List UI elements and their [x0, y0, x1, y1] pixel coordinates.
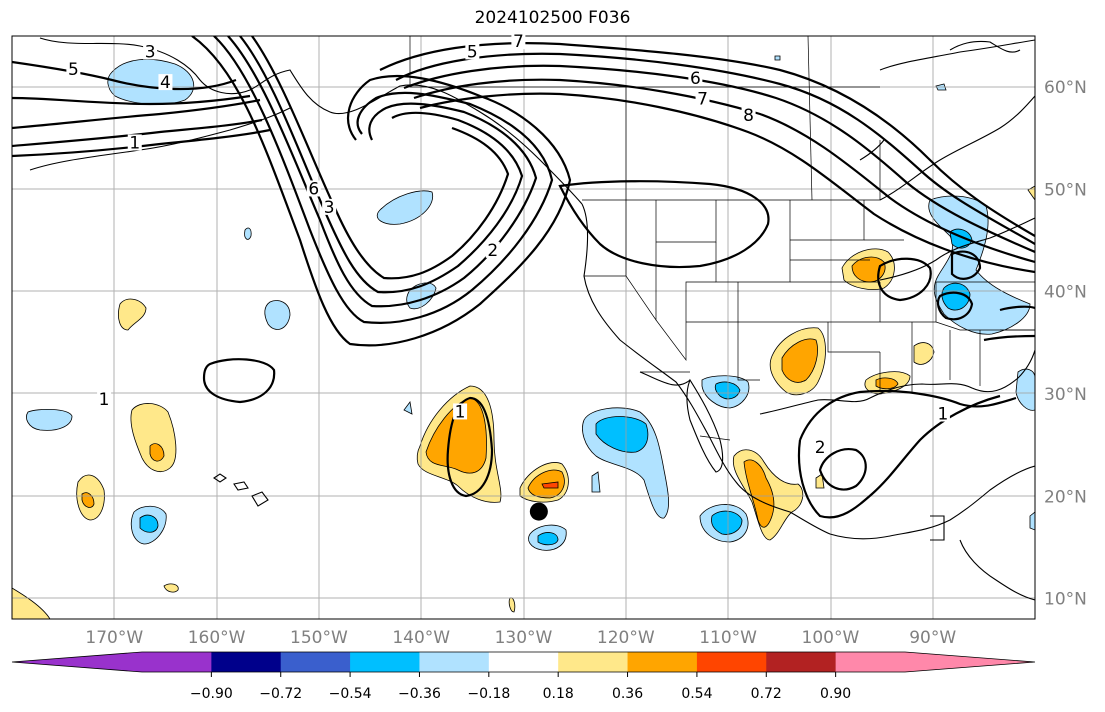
colorbar-bin	[419, 652, 490, 672]
contour-label: 2	[487, 241, 498, 261]
contour-label-bg	[158, 74, 173, 91]
contour-label: 7	[697, 89, 708, 109]
lat-tick-label: 20°N	[1044, 487, 1087, 507]
colorbar-tick-label: 0.72	[751, 686, 782, 702]
colorbar-tick-label: 0.36	[612, 686, 643, 702]
lon-tick-label: 170°W	[85, 628, 143, 648]
contour-label: 3	[324, 198, 335, 218]
lon-tick-label: 90°W	[909, 628, 956, 648]
contour-label: 5	[467, 42, 478, 62]
colorbar-bin	[280, 652, 351, 672]
contour-label: 3	[145, 42, 156, 62]
contour-label: 6	[690, 69, 701, 89]
graticule	[12, 36, 1035, 619]
colorbar-outline	[11, 651, 1036, 673]
lon-tick-label: 130°W	[495, 628, 553, 648]
contour-label-bg	[813, 439, 828, 456]
contour-label-bg	[322, 198, 337, 215]
political-borders	[409, 36, 1035, 441]
contour-label: 8	[743, 106, 754, 126]
colorbar-over-arrow	[905, 652, 1035, 672]
colorbar-tick-label: 0.54	[681, 686, 712, 702]
colorbar-bin	[211, 652, 282, 672]
contour-label: 7	[513, 32, 524, 52]
contour-label-bg	[66, 60, 81, 77]
contour-label: 2	[815, 438, 826, 458]
contour-label-bg	[688, 70, 703, 87]
colorbar-bin	[558, 652, 629, 672]
colorbar-tick-label: 0.90	[820, 686, 851, 702]
contour-label: 1	[129, 133, 140, 153]
contour-label: 1	[938, 404, 949, 424]
colorbar-bin	[696, 652, 767, 672]
contour-label-bg	[485, 241, 500, 258]
lat-tick-label: 10°N	[1044, 590, 1087, 610]
longitude-labels: 170°W 160°W 150°W 140°W 130°W 120°W 110°W 100°W…	[85, 628, 956, 648]
contour-lines	[12, 36, 1035, 519]
lon-tick-label: 110°W	[699, 628, 757, 648]
contour-label-bg	[935, 405, 950, 422]
contour-label: 1	[99, 390, 110, 410]
lon-tick-label: 100°W	[802, 628, 860, 648]
colorbar-bin	[766, 652, 837, 672]
location-marker	[529, 502, 548, 521]
contour-label-bg	[511, 33, 526, 50]
contour-label-bg	[306, 180, 321, 197]
lon-tick-label: 150°W	[290, 628, 348, 648]
contour-label-bg	[695, 90, 710, 107]
colorbar-bin	[627, 652, 698, 672]
colorbar-bin	[142, 652, 212, 672]
contour-label-bg	[127, 134, 142, 151]
lon-tick-label: 140°W	[392, 628, 450, 648]
colorbar-bin	[488, 652, 559, 672]
contour-label-bg	[143, 43, 158, 60]
lat-tick-label: 60°N	[1044, 78, 1087, 98]
map-title: 2024102500 F036	[474, 8, 631, 28]
colorbar-tick-label: −0.54	[329, 686, 372, 702]
colorbar-tick-label: −0.72	[259, 686, 302, 702]
colorbar: −0.90 −0.72 −0.54 −0.36 −0.18 0.18 0.36 0.54 0.7…	[11, 651, 1036, 702]
contour-label: 6	[308, 179, 319, 199]
contour-label-bg	[465, 43, 480, 60]
colorbar-tick-label: −0.36	[398, 686, 441, 702]
lat-tick-label: 30°N	[1044, 385, 1087, 405]
shaded-field	[12, 55, 1035, 619]
contour-label: 5	[68, 60, 79, 80]
colorbar-under-arrow	[12, 652, 142, 672]
lat-tick-label: 40°N	[1044, 283, 1087, 303]
contour-label: 1	[455, 402, 466, 422]
colorbar-bin	[350, 652, 420, 672]
colorbar-tick-label: −0.90	[190, 686, 233, 702]
colorbar-bin	[835, 652, 906, 672]
contour-label-bg	[97, 391, 112, 408]
contour-label-bg	[741, 106, 756, 123]
lon-tick-label: 160°W	[188, 628, 246, 648]
lat-tick-label: 50°N	[1044, 180, 1087, 200]
colorbar-tick-label: −0.18	[467, 686, 510, 702]
colorbar-tick-label: 0.18	[543, 686, 574, 702]
contour-label: 4	[160, 73, 171, 93]
lon-tick-label: 120°W	[597, 628, 655, 648]
contour-label-bg	[453, 403, 468, 420]
latitude-labels: 60°N 50°N 40°N 30°N 20°N 10°N	[1044, 78, 1087, 609]
